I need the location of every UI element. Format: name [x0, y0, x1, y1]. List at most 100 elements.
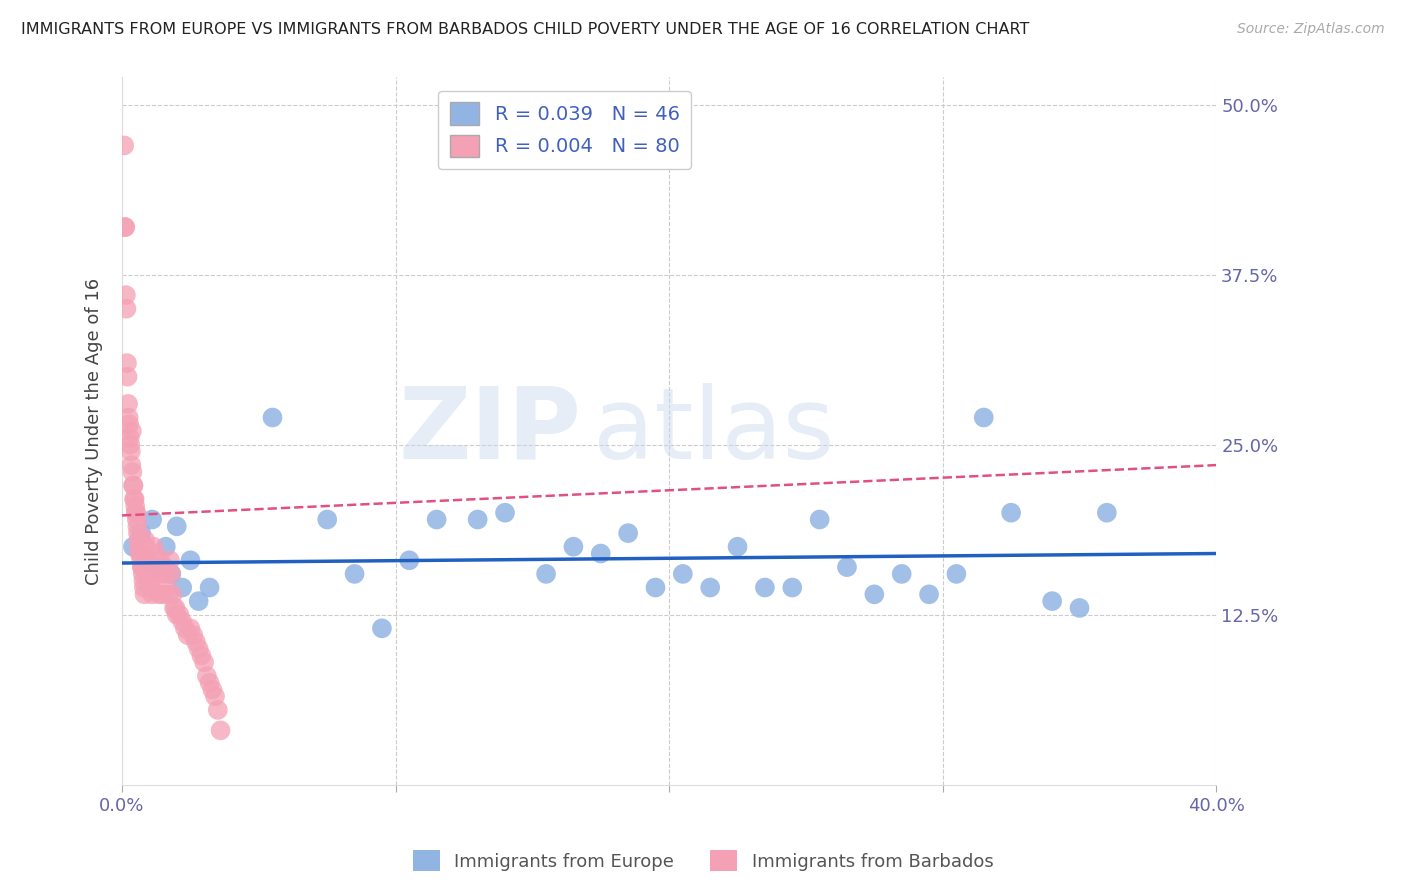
Point — [132, 581, 155, 595]
Point — [122, 540, 145, 554]
Point — [122, 478, 145, 492]
Point — [112, 138, 135, 153]
Point — [1069, 601, 1091, 615]
Point — [118, 417, 141, 432]
Point — [129, 553, 152, 567]
Point — [316, 512, 339, 526]
Point — [727, 540, 749, 554]
Point — [148, 587, 170, 601]
Point — [122, 478, 145, 492]
Point — [115, 356, 138, 370]
Point — [149, 553, 172, 567]
Point — [125, 506, 148, 520]
Point — [187, 641, 209, 656]
Point — [172, 615, 194, 629]
Point — [128, 540, 150, 554]
Point — [117, 369, 139, 384]
Point — [139, 581, 162, 595]
Point — [136, 566, 159, 581]
Point — [398, 553, 420, 567]
Point — [166, 607, 188, 622]
Text: IMMIGRANTS FROM EUROPE VS IMMIGRANTS FROM BARBADOS CHILD POVERTY UNDER THE AGE O: IMMIGRANTS FROM EUROPE VS IMMIGRANTS FRO… — [21, 22, 1029, 37]
Point — [125, 506, 148, 520]
Y-axis label: Child Poverty Under the Age of 16: Child Poverty Under the Age of 16 — [86, 277, 103, 584]
Point — [1000, 506, 1022, 520]
Point — [945, 566, 967, 581]
Point — [120, 444, 142, 458]
Point — [198, 581, 221, 595]
Point — [132, 566, 155, 581]
Point — [699, 581, 721, 595]
Point — [343, 566, 366, 581]
Point — [155, 540, 177, 554]
Point — [494, 506, 516, 520]
Point — [117, 397, 139, 411]
Point — [207, 703, 229, 717]
Point — [262, 410, 284, 425]
Point — [174, 621, 197, 635]
Point — [120, 458, 142, 472]
Text: Source: ZipAtlas.com: Source: ZipAtlas.com — [1237, 22, 1385, 37]
Point — [157, 587, 180, 601]
Point — [617, 526, 640, 541]
Point — [146, 566, 169, 581]
Point — [179, 621, 201, 635]
Point — [808, 512, 831, 526]
Point — [863, 587, 886, 601]
Point — [131, 560, 153, 574]
Point — [835, 560, 858, 574]
Point — [160, 566, 183, 581]
Point — [918, 587, 941, 601]
Point — [371, 621, 394, 635]
Point — [754, 581, 776, 595]
Point — [118, 431, 141, 445]
Point — [644, 581, 666, 595]
Point — [181, 628, 204, 642]
Point — [131, 560, 153, 574]
Point — [589, 547, 612, 561]
Point — [143, 547, 166, 561]
Point — [534, 566, 557, 581]
Point — [138, 574, 160, 588]
Point — [153, 560, 176, 574]
Point — [128, 547, 150, 561]
Point — [150, 566, 173, 581]
Point — [201, 682, 224, 697]
Point — [467, 512, 489, 526]
Point — [973, 410, 995, 425]
Point — [115, 288, 138, 302]
Point — [155, 581, 177, 595]
Point — [204, 690, 226, 704]
Point — [125, 512, 148, 526]
Point — [114, 220, 136, 235]
Point — [129, 526, 152, 541]
Point — [114, 220, 136, 235]
Point — [129, 547, 152, 561]
Text: atlas: atlas — [592, 383, 834, 480]
Point — [169, 607, 191, 622]
Point — [115, 301, 138, 316]
Point — [184, 635, 207, 649]
Point — [172, 581, 194, 595]
Legend: Immigrants from Europe, Immigrants from Barbados: Immigrants from Europe, Immigrants from … — [405, 843, 1001, 879]
Point — [122, 492, 145, 507]
Point — [156, 566, 179, 581]
Point — [190, 648, 212, 663]
Point — [780, 581, 803, 595]
Point — [426, 512, 449, 526]
Point — [890, 566, 912, 581]
Point — [141, 587, 163, 601]
Point — [160, 566, 183, 581]
Point — [135, 553, 157, 567]
Point — [132, 574, 155, 588]
Text: ZIP: ZIP — [399, 383, 582, 480]
Point — [672, 566, 695, 581]
Point — [134, 587, 156, 601]
Point — [127, 519, 149, 533]
Point — [209, 723, 232, 738]
Point — [195, 669, 218, 683]
Point — [120, 438, 142, 452]
Point — [152, 587, 174, 601]
Point — [162, 587, 184, 601]
Point — [121, 424, 143, 438]
